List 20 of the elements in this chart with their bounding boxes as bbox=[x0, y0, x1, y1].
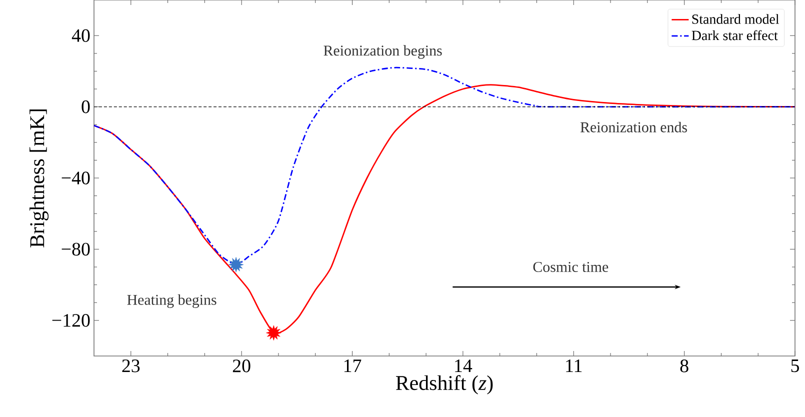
x-tick-label: 11 bbox=[566, 360, 582, 372]
legend-label: Dark star effect bbox=[692, 30, 778, 40]
annotation: Heating begins bbox=[127, 294, 216, 308]
x-tick-label: 8 bbox=[680, 360, 688, 372]
y-tick-label: 40 bbox=[72, 29, 90, 42]
y-tick-label: −120 bbox=[52, 314, 90, 327]
legend-label: Standard model bbox=[692, 14, 780, 24]
annotation: Reionization ends bbox=[580, 122, 687, 132]
x-axis-title: Redshift (z) bbox=[396, 375, 493, 394]
y-tick-label: −80 bbox=[62, 242, 90, 256]
y-axis-title: Brightness [mK] bbox=[30, 110, 49, 248]
x-tick-label: 17 bbox=[344, 360, 362, 372]
y-tick-label: −40 bbox=[62, 172, 90, 184]
x-tick-label: 5 bbox=[791, 360, 799, 372]
x-tick-label: 23 bbox=[122, 360, 140, 372]
x-tick-label: 20 bbox=[232, 360, 250, 372]
x-tick-label: 14 bbox=[455, 360, 472, 372]
annotation: Cosmic time bbox=[533, 262, 608, 272]
annotation: Reionization begins bbox=[324, 45, 442, 59]
y-tick-label: 0 bbox=[82, 100, 90, 114]
